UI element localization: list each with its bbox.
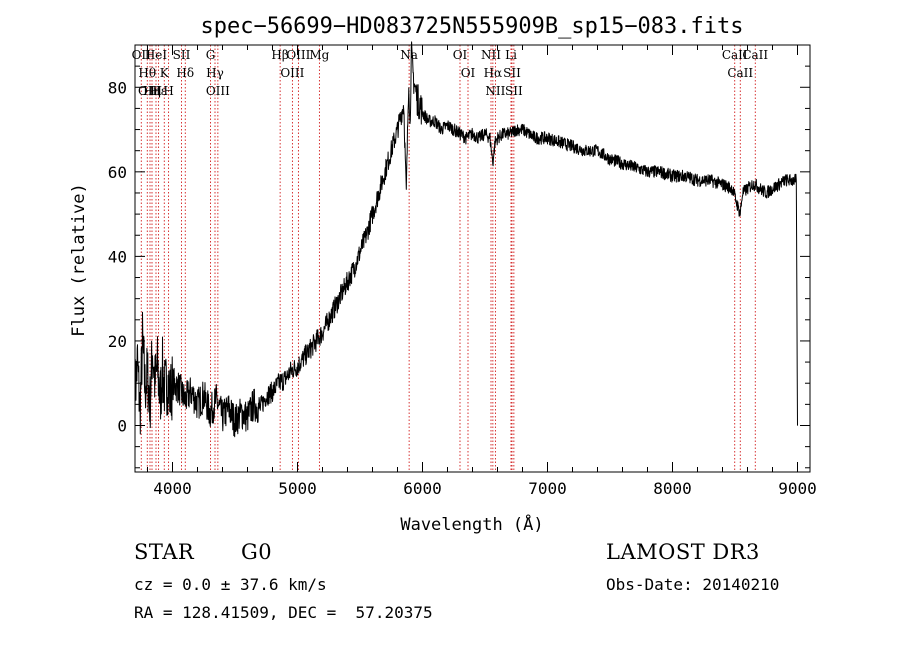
line-marker-label: OIII (280, 66, 304, 80)
x-tick-label: 8000 (653, 479, 692, 498)
x-tick-label: 9000 (778, 479, 817, 498)
line-marker-label: Hε (150, 84, 167, 98)
line-marker-label: SII (173, 48, 191, 62)
redshift-readout: cz = 0.0 ± 37.6 km/s (134, 575, 327, 594)
line-marker-label: NII (485, 84, 505, 98)
line-marker-label: Hβ (271, 48, 288, 62)
line-marker-label: CaII (727, 66, 753, 80)
y-tick-label: 20 (108, 332, 127, 351)
spectrum-line (134, 41, 798, 438)
x-axis-label: Wavelength (Å) (400, 513, 543, 535)
spectrum-chart: OIIHθOIIIHηHeIHεKHSIIHδGHγOIIIHβOIIIOIII… (69, 14, 817, 535)
line-marker-label: CaII (742, 48, 768, 62)
line-marker-label: Hθ (138, 66, 156, 80)
line-marker-label: H (163, 84, 173, 98)
y-tick-label: 80 (108, 78, 127, 97)
y-axis-label: Flux (relative) (69, 183, 89, 337)
line-marker-label: K (160, 66, 170, 80)
line-marker-label: OII (132, 48, 152, 62)
line-marker-label: Mg (309, 48, 329, 62)
line-marker-label: OIII (286, 48, 310, 62)
ticks-layer: 4000 5000 6000 7000 8000 9000 0 20 40 60 80 (108, 44, 817, 498)
line-marker-label: SII (503, 66, 521, 80)
line-marker-label: OIII (206, 84, 230, 98)
line-marker-labels-layer: OIIHθOIIIHηHeIHεKHSIIHδGHγOIIIHβOIIIOIII… (132, 48, 769, 98)
line-marker-label: Na (400, 48, 418, 62)
object-class: STAR (134, 540, 195, 564)
observation-date: Obs-Date: 20140210 (606, 575, 780, 594)
x-tick-label: 6000 (403, 479, 442, 498)
y-tick-label: 40 (108, 247, 127, 266)
object-subclass: G0 (241, 540, 273, 564)
line-marker-label: HeI (145, 48, 168, 62)
spectrum-layer (134, 41, 798, 438)
x-tick-label: 4000 (153, 479, 192, 498)
y-tick-label: 60 (108, 163, 127, 182)
line-marker-label: OI (461, 66, 476, 80)
line-marker-label: SII (505, 84, 523, 98)
line-marker-label: CaII (722, 48, 748, 62)
line-marker-label: OI (453, 48, 468, 62)
x-tick-label: 7000 (528, 479, 567, 498)
line-marker-label: NII (481, 48, 501, 62)
survey-name: LAMOST DR3 (606, 540, 760, 564)
line-markers-layer (140, 45, 756, 472)
line-marker-label: Hα (484, 66, 503, 80)
line-marker-label: G (206, 48, 216, 62)
line-marker-label: Li (505, 48, 517, 62)
coordinates-readout: RA = 128.41509, DEC = 57.20375 (134, 603, 433, 622)
line-marker-label: Hδ (176, 66, 194, 80)
y-tick-label: 0 (117, 416, 127, 435)
x-tick-label: 5000 (278, 479, 317, 498)
line-marker-label: Hγ (206, 66, 224, 80)
chart-title: spec−56699−HD083725N555909B_sp15−083.fit… (200, 14, 743, 39)
line-marker-label: Hη (143, 84, 161, 98)
